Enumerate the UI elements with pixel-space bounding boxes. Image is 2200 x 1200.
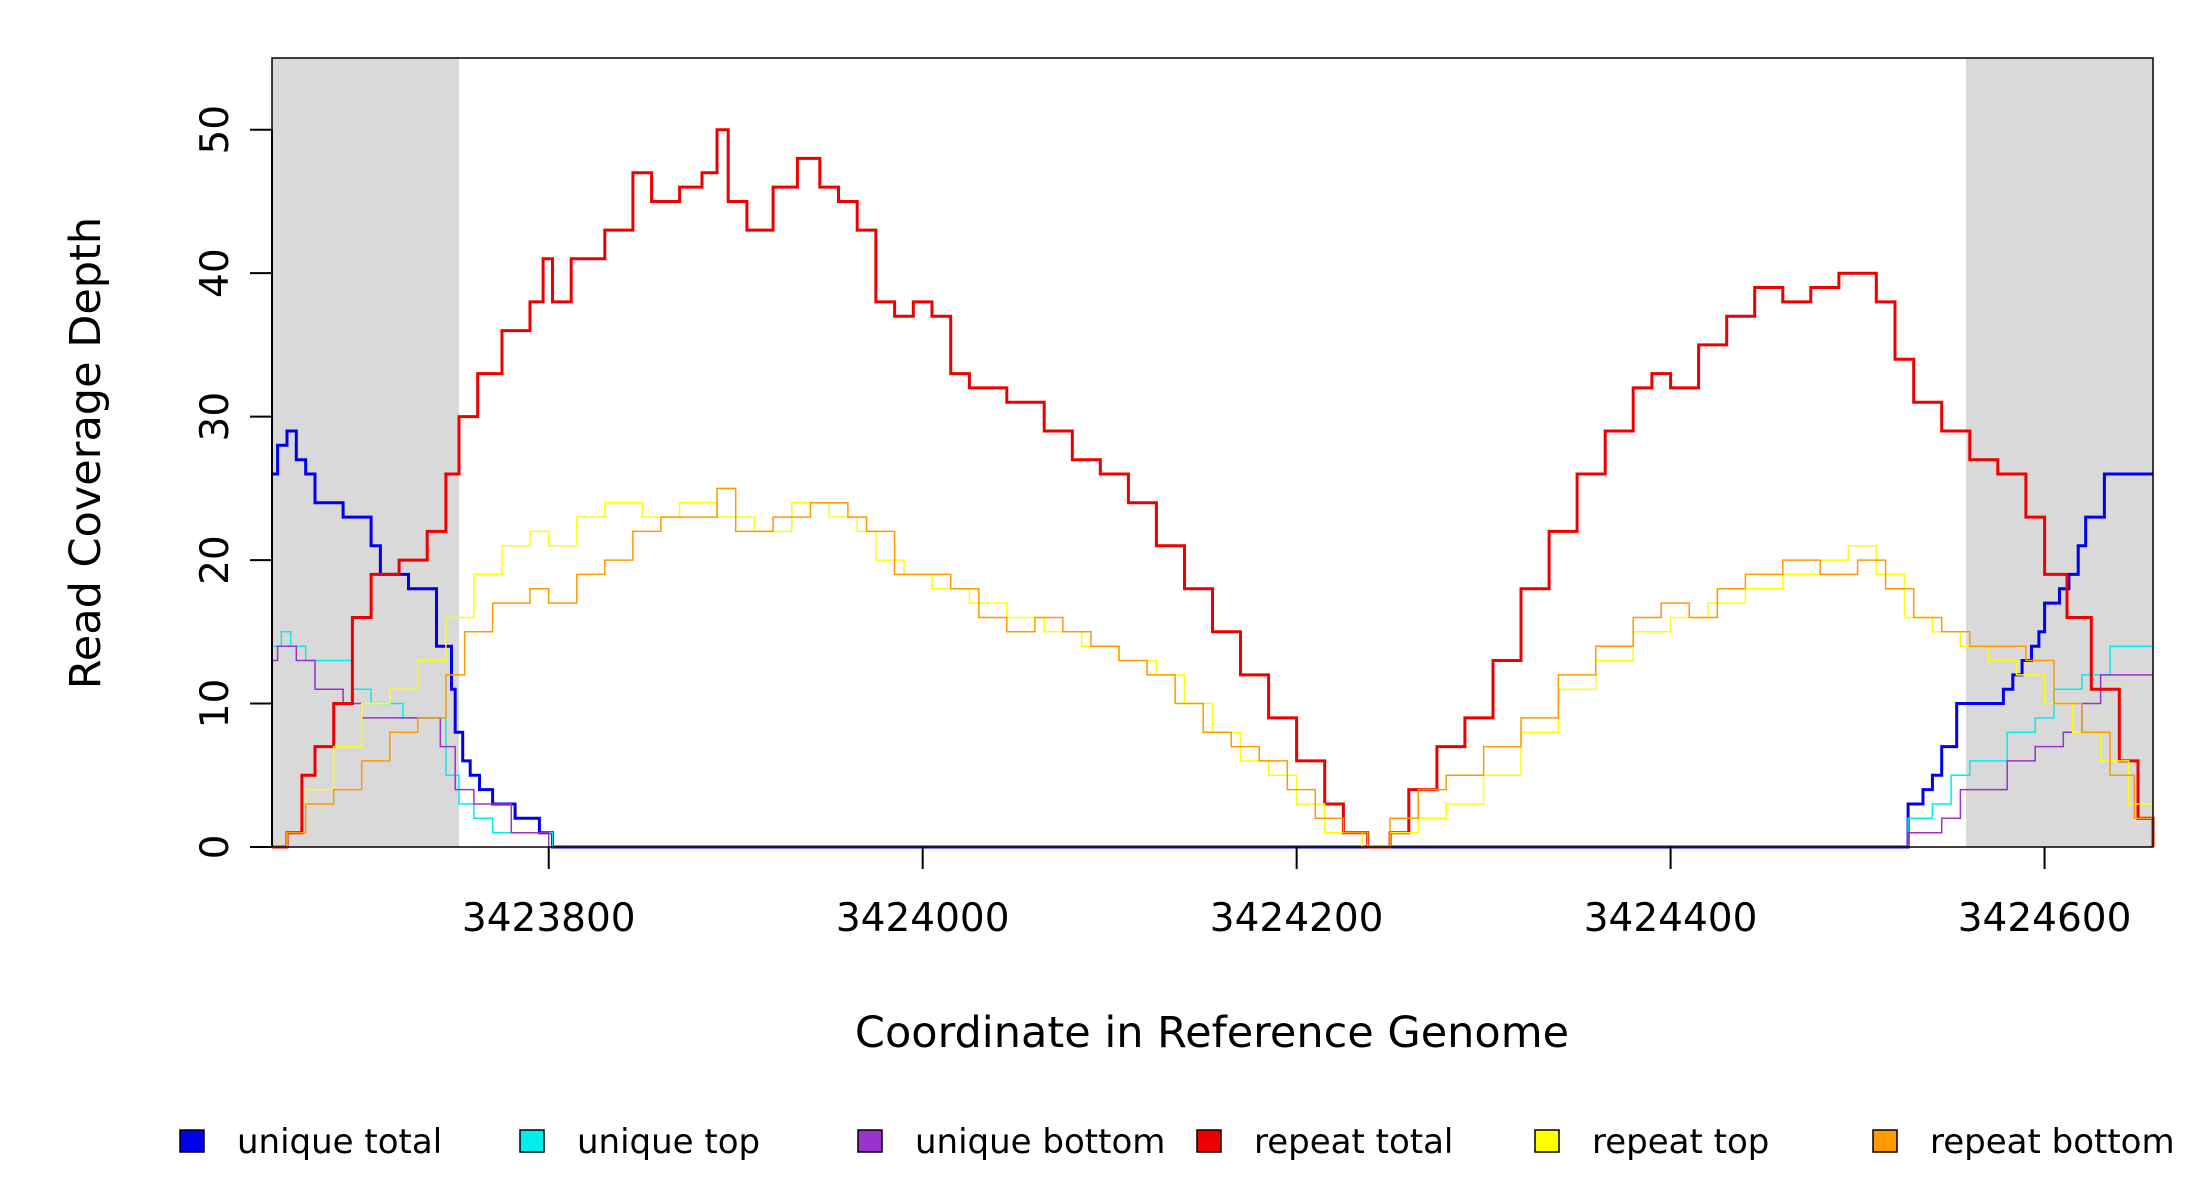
legend: unique total unique top unique bottom repea… [179, 1122, 2175, 1162]
legend-swatch-unique-bottom [857, 1129, 883, 1153]
x-tick-label: 3424000 [836, 896, 1010, 941]
series-line-unique-top [272, 631, 2153, 848]
y-tick-label: 50 [193, 105, 238, 155]
y-axis-title: Read Coverage Depth [61, 217, 111, 689]
shaded-region-1 [1966, 58, 2153, 847]
series-line-repeat-bottom [272, 487, 2154, 848]
axes: 0 10 20 30 40 50 3423800 3424000 3424200 3424400 3… [193, 105, 2131, 941]
legend-label-unique-top: unique top [577, 1122, 760, 1162]
y-tick-label: 30 [193, 392, 238, 442]
legend-swatch-repeat-total [1196, 1129, 1222, 1153]
legend-label-repeat-top: repeat top [1592, 1122, 1769, 1162]
x-tick-label: 3424400 [1584, 896, 1758, 941]
series-line-repeat-top [272, 501, 2154, 848]
x-axis-title: Coordinate in Reference Genome [855, 1008, 1569, 1058]
legend-swatch-unique-total [179, 1129, 205, 1153]
series-lines [272, 128, 2155, 849]
y-tick-label: 40 [193, 248, 238, 298]
series-line-unique-total [272, 429, 2153, 849]
legend-label-unique-total: unique total [237, 1122, 442, 1162]
legend-swatch-repeat-bottom [1872, 1129, 1898, 1153]
legend-label-repeat-bottom: repeat bottom [1930, 1122, 2175, 1162]
x-tick-label: 3424600 [1958, 896, 2132, 941]
legend-swatch-unique-top [519, 1129, 545, 1153]
shaded-region-0 [272, 58, 459, 847]
legend-label-unique-bottom: unique bottom [915, 1122, 1165, 1162]
series-line-unique-bottom [272, 645, 2153, 848]
legend-swatch-repeat-top [1534, 1129, 1560, 1153]
shaded-regions [272, 58, 2153, 847]
x-tick-label: 3423800 [462, 896, 636, 941]
y-tick-label: 0 [193, 835, 238, 860]
legend-label-repeat-total: repeat total [1254, 1122, 1453, 1162]
y-tick-label: 10 [193, 679, 238, 729]
y-tick-label: 20 [193, 535, 238, 585]
x-tick-label: 3424200 [1210, 896, 1384, 941]
series-line-repeat-total [272, 128, 2155, 849]
